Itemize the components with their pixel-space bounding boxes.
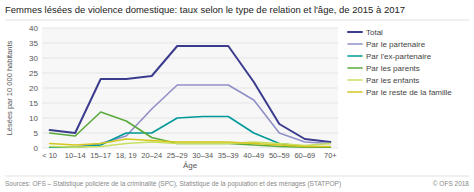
x-axis-label: Âge <box>183 161 198 170</box>
y-tick-label: 10 <box>29 114 38 123</box>
x-tick-label: 50–59 <box>269 151 290 160</box>
grid-line <box>42 43 338 44</box>
y-axis-label: Lésées par 10 000 habitants <box>5 40 14 135</box>
footnote: Sources: OFS – Statistique policière de … <box>5 180 341 188</box>
x-tick-label: 18, 19 <box>116 151 137 160</box>
legend-swatch <box>348 55 362 57</box>
x-tick-label: 30–34 <box>192 151 213 160</box>
legend-swatch <box>348 67 362 69</box>
y-tick-label: 5 <box>34 129 39 138</box>
grid-line <box>42 28 338 29</box>
x-tick-label: 60–69 <box>294 151 315 160</box>
separator <box>5 20 469 21</box>
y-tick-label: 25 <box>29 69 38 78</box>
grid-line <box>42 58 338 59</box>
y-tick-label: 15 <box>29 99 38 108</box>
y-tick-label: 0 <box>34 144 39 153</box>
separator <box>5 176 469 177</box>
legend-swatch <box>348 91 362 93</box>
chart: Femmes lésées de violence domestique: ta… <box>0 0 474 192</box>
x-tick-label: 10–14 <box>65 151 86 160</box>
x-tick-label: 40–49 <box>243 151 264 160</box>
grid-line <box>42 103 338 104</box>
x-tick-label: 15–17 <box>90 151 111 160</box>
series-line <box>50 139 331 147</box>
legend-label: Par le reste de la famille <box>366 88 452 97</box>
legend-label: Par les enfants <box>366 76 419 85</box>
legend-swatch <box>348 43 362 45</box>
series-line <box>50 85 331 147</box>
series-line <box>50 112 331 147</box>
legend-label: Par les parents <box>366 64 420 73</box>
legend-label: Par l'ex-partenaire <box>366 52 432 61</box>
copyright: © OFS 2018 <box>433 180 470 187</box>
legend-label: Par le partenaire <box>366 40 426 49</box>
series-line <box>50 46 331 142</box>
x-tick-label: 25–29 <box>167 151 188 160</box>
title: Femmes lésées de violence domestique: ta… <box>5 4 405 15</box>
legend-swatch <box>348 31 362 33</box>
legend-swatch <box>348 79 362 81</box>
plot-background <box>42 28 338 148</box>
x-tick-label: < 10 <box>42 151 57 160</box>
grid-line <box>42 73 338 74</box>
y-tick-label: 30 <box>29 54 38 63</box>
x-tick-label: 20–24 <box>141 151 162 160</box>
y-tick-label: 35 <box>29 39 38 48</box>
grid-line <box>42 148 338 149</box>
y-tick-label: 20 <box>29 84 38 93</box>
x-tick-label: 35–39 <box>218 151 239 160</box>
y-tick-label: 40 <box>29 24 38 33</box>
series-group <box>50 46 331 147</box>
legend-label: Total <box>366 28 383 37</box>
grid-line <box>42 88 338 89</box>
x-tick-label: 70+ <box>324 151 337 160</box>
